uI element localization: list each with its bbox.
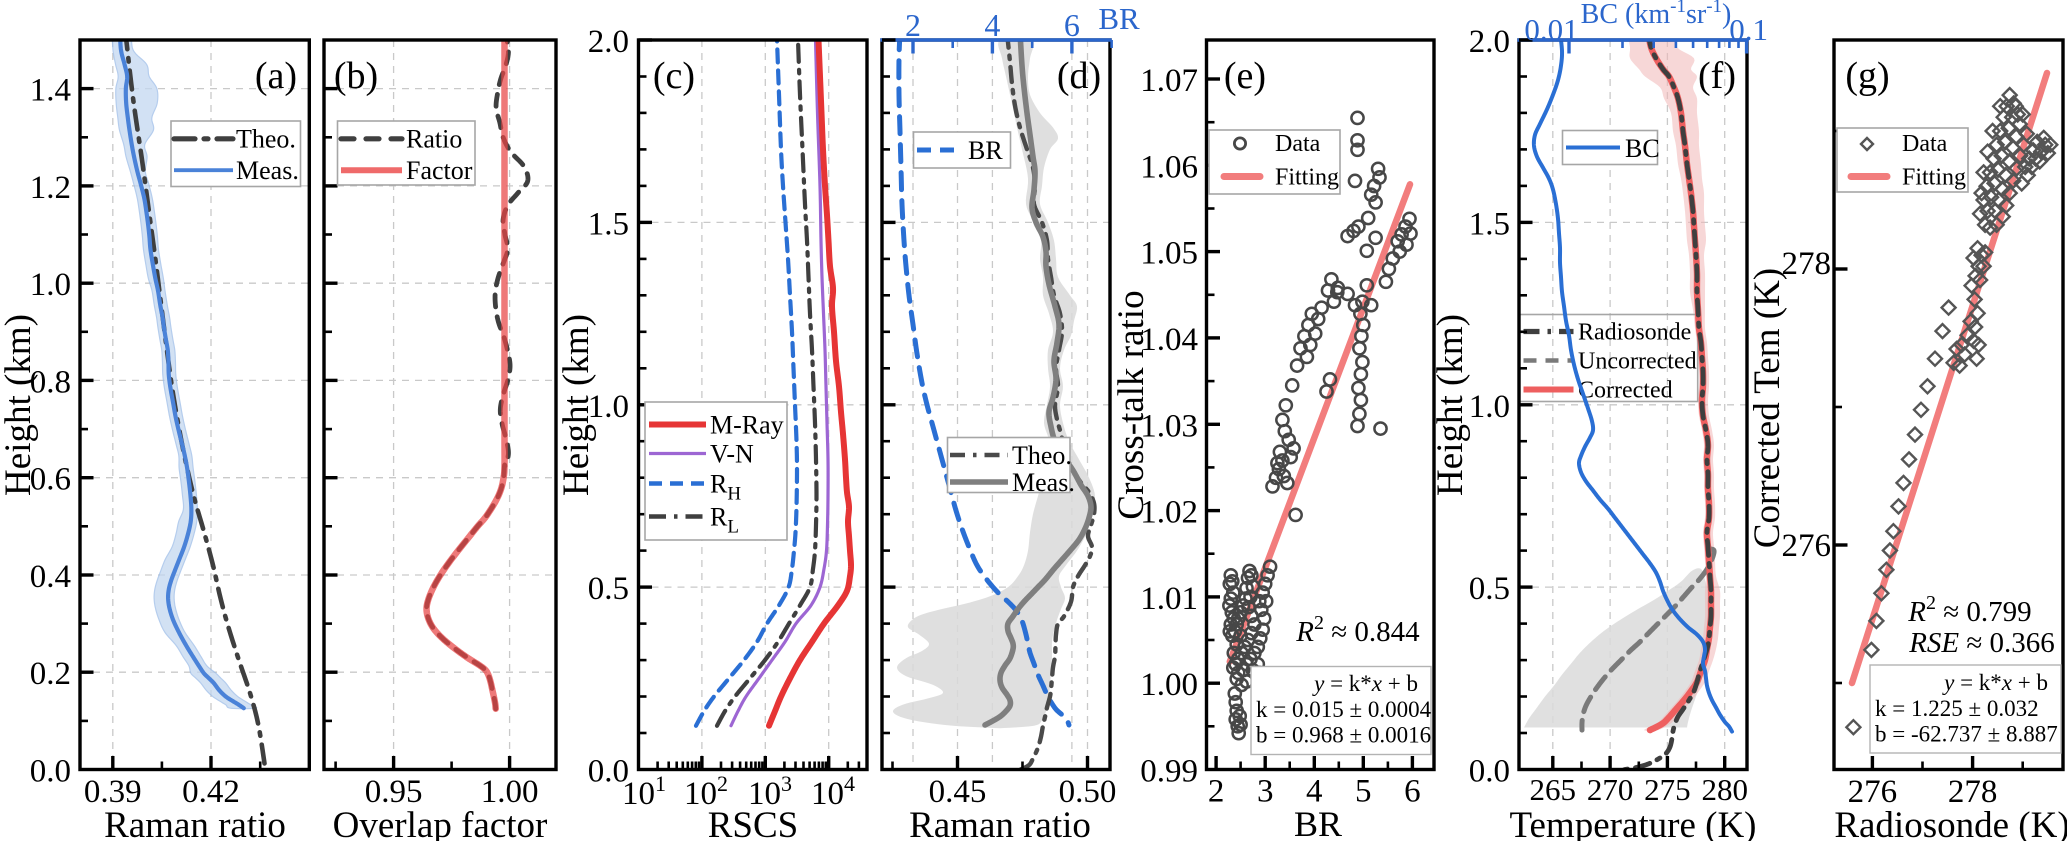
svg-text:1.01: 1.01 xyxy=(1140,581,1198,617)
svg-text:Height (km): Height (km) xyxy=(0,314,39,496)
svg-text:280: 280 xyxy=(1701,772,1748,807)
svg-text:Raman ratio: Raman ratio xyxy=(104,805,286,841)
svg-text:Data: Data xyxy=(1275,131,1321,157)
svg-text:0.01: 0.01 xyxy=(1524,12,1578,47)
svg-text:Height (km): Height (km) xyxy=(556,314,597,496)
svg-text:Uncorrected: Uncorrected xyxy=(1578,349,1697,375)
svg-text:Data: Data xyxy=(1902,131,1948,157)
svg-text:Radiosonde: Radiosonde xyxy=(1578,320,1691,346)
svg-text:0.0: 0.0 xyxy=(1469,754,1510,790)
svg-text:y = k*x + b: y = k*x + b xyxy=(1942,670,2048,695)
svg-text:R2 ≈ 0.799: R2 ≈ 0.799 xyxy=(1907,592,2031,628)
svg-text:Ratio: Ratio xyxy=(406,125,462,154)
svg-text:2.0: 2.0 xyxy=(588,24,629,60)
svg-text:RSCS: RSCS xyxy=(708,805,799,841)
svg-text:0.5: 0.5 xyxy=(588,571,629,607)
svg-text:(g): (g) xyxy=(1845,55,1889,97)
svg-text:1.5: 1.5 xyxy=(1469,206,1510,242)
svg-text:(c): (c) xyxy=(653,55,695,97)
svg-text:Fitting: Fitting xyxy=(1275,165,1339,191)
svg-text:276: 276 xyxy=(1848,774,1898,810)
svg-text:Meas.: Meas. xyxy=(1012,468,1075,497)
svg-text:Raman ratio: Raman ratio xyxy=(909,805,1091,841)
svg-text:0.0: 0.0 xyxy=(588,754,629,790)
svg-text:4: 4 xyxy=(1306,774,1323,810)
svg-text:3: 3 xyxy=(1257,774,1274,810)
svg-text:(b): (b) xyxy=(334,55,378,97)
svg-text:0.1: 0.1 xyxy=(1729,12,1768,47)
svg-text:0.99: 0.99 xyxy=(1140,754,1198,790)
svg-text:BR: BR xyxy=(1098,1,1140,36)
svg-text:BR: BR xyxy=(1294,804,1342,841)
svg-text:k = 0.015 ± 0.0004: k = 0.015 ± 0.0004 xyxy=(1256,697,1432,722)
svg-text:6: 6 xyxy=(1404,774,1421,810)
svg-text:0.8: 0.8 xyxy=(30,364,71,400)
svg-text:1.05: 1.05 xyxy=(1140,236,1198,272)
svg-text:2: 2 xyxy=(1208,774,1225,810)
svg-text:0.39: 0.39 xyxy=(84,774,142,810)
svg-text:6: 6 xyxy=(1064,7,1080,43)
svg-text:b = 0.968 ± 0.0016: b = 0.968 ± 0.0016 xyxy=(1256,723,1431,748)
svg-text:1.04: 1.04 xyxy=(1140,322,1198,358)
svg-text:1.07: 1.07 xyxy=(1140,63,1198,99)
svg-text:0.0: 0.0 xyxy=(30,754,71,790)
svg-text:1.0: 1.0 xyxy=(1469,389,1510,425)
svg-text:k = 1.225 ± 0.032: k = 1.225 ± 0.032 xyxy=(1875,696,2039,721)
svg-text:Temperature (K): Temperature (K) xyxy=(1509,805,1756,841)
svg-text:RSE ≈ 0.366: RSE ≈ 0.366 xyxy=(1908,627,2055,659)
svg-text:b = -62.737 ± 8.887: b = -62.737 ± 8.887 xyxy=(1875,722,2058,747)
svg-text:(f): (f) xyxy=(1698,55,1736,97)
svg-text:Height (km): Height (km) xyxy=(1430,314,1471,496)
svg-text:2.0: 2.0 xyxy=(1469,24,1510,60)
svg-text:1.00: 1.00 xyxy=(481,774,539,810)
svg-text:y = k*x + b: y = k*x + b xyxy=(1312,671,1418,696)
svg-text:265: 265 xyxy=(1530,772,1577,807)
svg-text:Meas.: Meas. xyxy=(236,156,299,185)
svg-text:(d): (d) xyxy=(1057,55,1101,97)
svg-text:Theo.: Theo. xyxy=(1012,441,1072,470)
svg-text:278: 278 xyxy=(1948,774,1998,810)
svg-text:R2 ≈ 0.844: R2 ≈ 0.844 xyxy=(1295,612,1420,648)
svg-text:Fitting: Fitting xyxy=(1902,165,1966,191)
svg-text:Factor: Factor xyxy=(406,156,473,185)
svg-text:Corrected: Corrected xyxy=(1578,378,1673,404)
svg-text:1.03: 1.03 xyxy=(1140,408,1198,444)
svg-text:0.5: 0.5 xyxy=(1469,571,1510,607)
svg-text:278: 278 xyxy=(1782,246,1832,282)
svg-text:0.95: 0.95 xyxy=(365,774,423,810)
svg-text:0.6: 0.6 xyxy=(30,462,71,498)
svg-text:0.2: 0.2 xyxy=(30,656,71,692)
svg-text:5: 5 xyxy=(1355,774,1372,810)
svg-text:0.50: 0.50 xyxy=(1059,774,1117,810)
svg-text:0.45: 0.45 xyxy=(929,774,987,810)
svg-text:M-Ray: M-Ray xyxy=(710,411,784,440)
svg-text:Overlap factor: Overlap factor xyxy=(333,805,548,841)
svg-text:1.00: 1.00 xyxy=(1140,667,1198,703)
svg-text:Radiosonde (K): Radiosonde (K) xyxy=(1834,805,2067,841)
svg-text:0.42: 0.42 xyxy=(182,774,240,810)
svg-text:1.06: 1.06 xyxy=(1140,149,1198,185)
svg-text:276: 276 xyxy=(1782,528,1832,564)
svg-text:270: 270 xyxy=(1587,772,1634,807)
svg-text:(a): (a) xyxy=(255,55,297,97)
svg-text:275: 275 xyxy=(1644,772,1691,807)
svg-text:1.0: 1.0 xyxy=(30,267,71,303)
svg-text:(e): (e) xyxy=(1224,55,1266,97)
svg-text:2: 2 xyxy=(905,7,921,43)
svg-text:1.5: 1.5 xyxy=(588,206,629,242)
svg-text:Corrected Tem (K): Corrected Tem (K) xyxy=(1747,268,1788,548)
svg-text:4: 4 xyxy=(984,7,1000,43)
svg-text:1.2: 1.2 xyxy=(30,170,71,206)
svg-text:V-N: V-N xyxy=(710,440,754,469)
svg-text:1.4: 1.4 xyxy=(30,73,71,109)
svg-text:Theo.: Theo. xyxy=(236,125,296,154)
svg-text:1.0: 1.0 xyxy=(588,389,629,425)
svg-text:BR: BR xyxy=(968,136,1003,165)
svg-text:1.02: 1.02 xyxy=(1140,495,1198,531)
svg-text:Cross-talk ratio: Cross-talk ratio xyxy=(1111,290,1152,519)
svg-text:BC: BC xyxy=(1625,134,1660,163)
svg-text:0.4: 0.4 xyxy=(30,559,71,595)
